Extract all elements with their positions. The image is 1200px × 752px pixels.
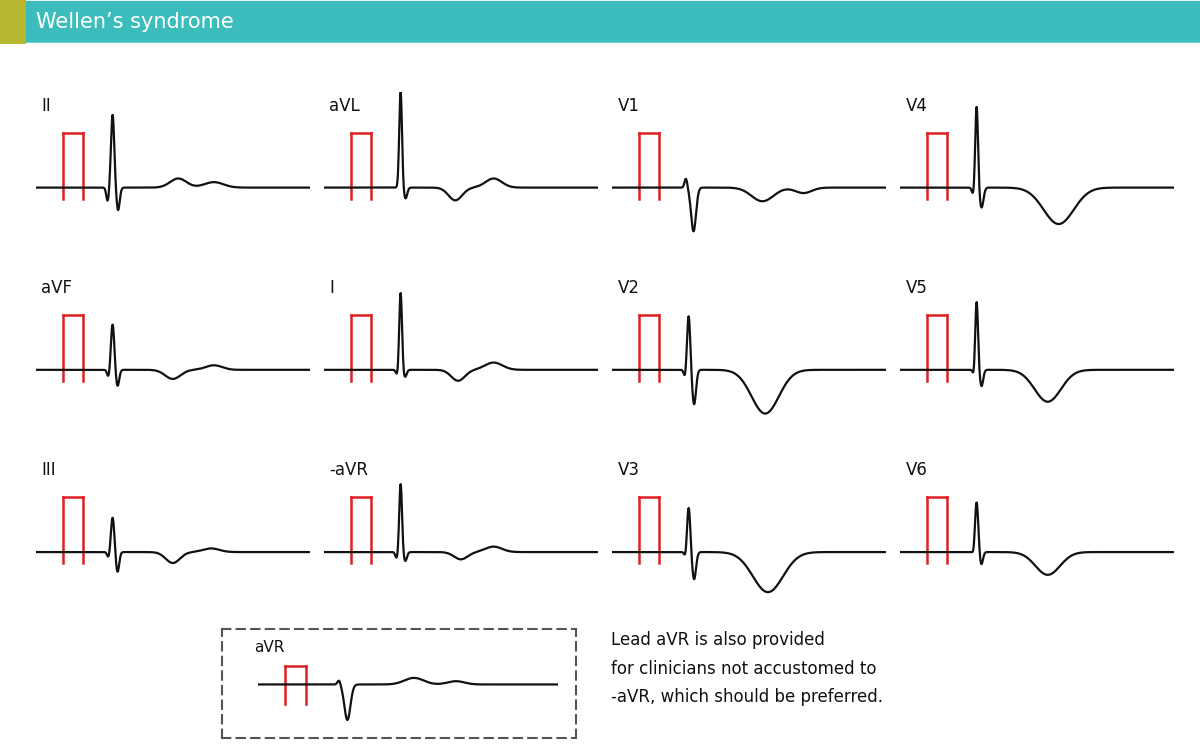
Text: II: II: [42, 97, 52, 115]
Text: V5: V5: [906, 279, 928, 297]
Text: Lead aVR is also provided
for clinicians not accustomed to
-aVR, which should be: Lead aVR is also provided for clinicians…: [611, 631, 883, 706]
Text: aVL: aVL: [330, 97, 360, 115]
Text: aVF: aVF: [42, 279, 72, 297]
Text: Wellen’s syndrome: Wellen’s syndrome: [36, 12, 234, 32]
Text: V2: V2: [618, 279, 640, 297]
Text: V3: V3: [618, 461, 640, 479]
Text: V6: V6: [906, 461, 928, 479]
Text: -aVR: -aVR: [330, 461, 368, 479]
Text: III: III: [42, 461, 56, 479]
Text: I: I: [330, 279, 335, 297]
Bar: [0, 0, 26, 44]
Text: V1: V1: [618, 97, 640, 115]
Text: aVR: aVR: [254, 641, 284, 655]
Text: V4: V4: [906, 97, 928, 115]
FancyBboxPatch shape: [2, 1, 1200, 43]
